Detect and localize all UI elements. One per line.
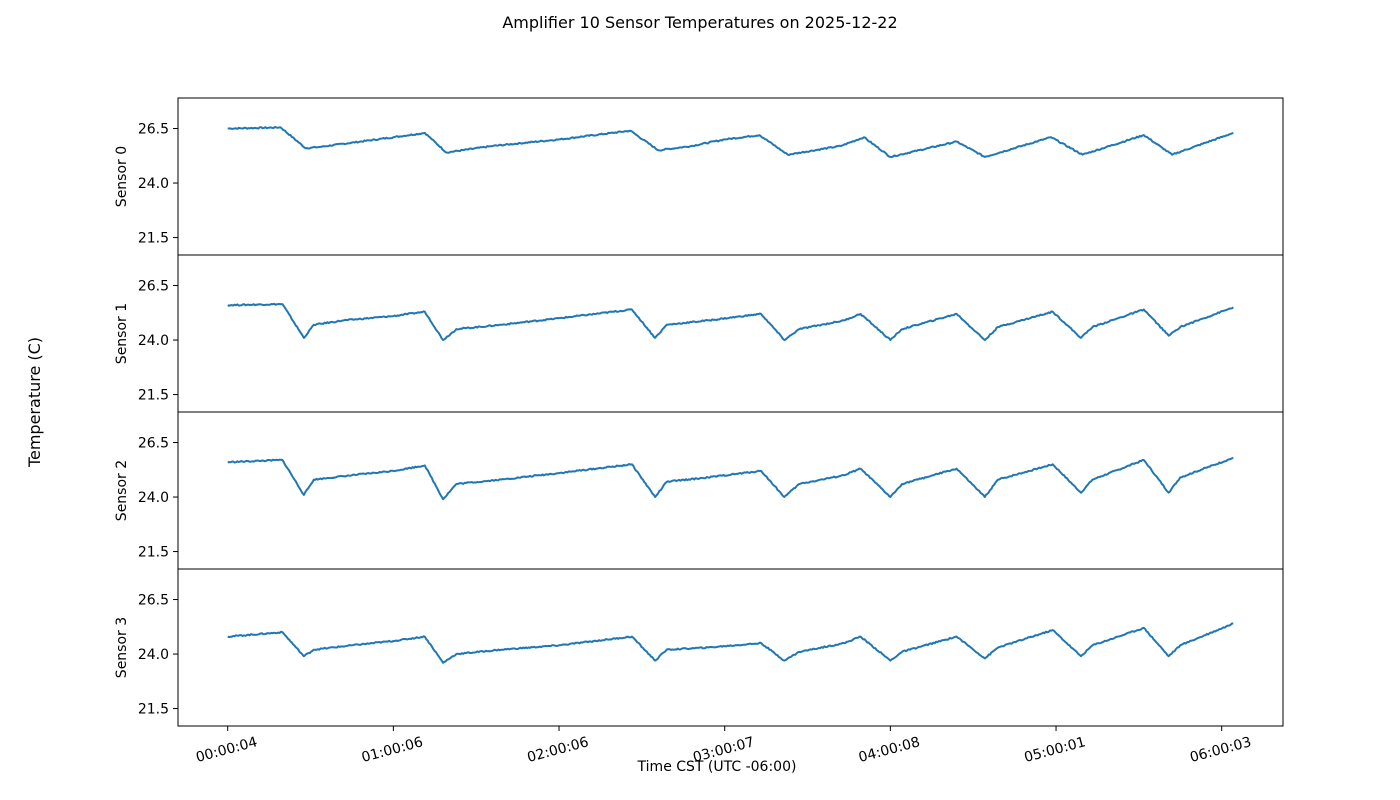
y-tick-label: 21.5: [138, 231, 169, 247]
panels: 21.5 24.0 26.5 Sensor 0 21.5 24.0 26.5 Sensor 1…: [114, 97, 1284, 766]
x-tick-label: 04:00:08: [857, 734, 922, 766]
x-tick-label: 02:00:06: [526, 734, 591, 766]
y-tick-label: 26.5: [138, 593, 169, 609]
y-axis-label: Temperature (C): [25, 337, 44, 468]
y-tick-label: 24.0: [138, 647, 169, 663]
y-tick-label: 21.5: [138, 545, 169, 561]
x-tick-label: 05:00:01: [1023, 734, 1088, 766]
y-tick-label: 24.0: [138, 333, 169, 349]
series-label: Sensor 3: [114, 617, 130, 678]
series-label: Sensor 2: [114, 460, 130, 521]
series-label: Sensor 0: [114, 146, 130, 207]
y-tick-label: 24.0: [138, 176, 169, 192]
series-label: Sensor 1: [114, 303, 130, 364]
panel-frame: [177, 411, 1284, 570]
series-line: [227, 125, 1234, 158]
y-tick-label: 26.5: [138, 436, 169, 452]
y-tick-label: 26.5: [138, 279, 169, 295]
x-tick-label: 01:00:06: [360, 734, 425, 766]
y-tick-label: 21.5: [138, 388, 169, 404]
panel-frame: [177, 97, 1284, 256]
chart-title: Amplifier 10 Sensor Temperatures on 2025…: [502, 13, 897, 32]
series-line: [227, 302, 1234, 341]
y-tick-label: 26.5: [138, 122, 169, 138]
series-line: [227, 622, 1234, 664]
panel-frame: [177, 568, 1284, 727]
x-tick-label: 06:00:03: [1188, 734, 1253, 766]
y-tick-label: 21.5: [138, 702, 169, 718]
x-axis-label: Time CST (UTC -06:00): [637, 759, 797, 775]
x-tick-label: 00:00:04: [194, 734, 259, 766]
y-tick-label: 24.0: [138, 490, 169, 506]
series-line: [227, 456, 1234, 501]
panel-frame: [177, 254, 1284, 413]
